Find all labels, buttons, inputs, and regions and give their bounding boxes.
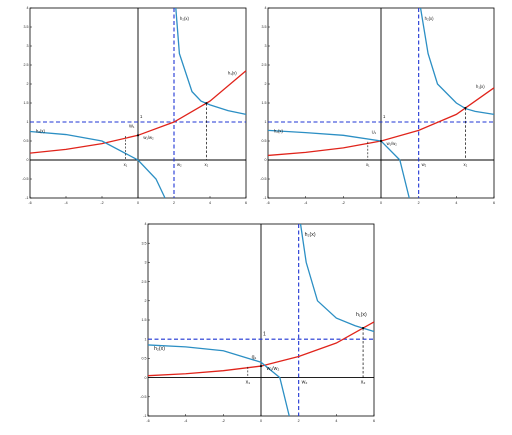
label-h1: h₁(x) [356,312,367,318]
y-tick-label: 1 [27,120,29,124]
x-point-label-2: x₂ [361,380,366,386]
series-h2-right-branch [299,223,375,333]
y-tick-label: 4 [27,6,29,10]
x-tick-label: -4 [64,201,67,205]
y-tick-label: 3 [27,44,29,48]
y-tick-label: 2.5 [262,63,267,67]
y-tick-label: 0.5 [142,357,147,361]
series-h2-right-branch [175,7,247,116]
intersection-point-right [361,326,365,330]
series-h2-left-branch [29,130,166,199]
x-tick-label: 2 [173,201,175,205]
label-one: 1 [140,114,143,119]
x-tick-label: 0 [137,201,139,205]
x-tick-label: -6 [28,201,31,205]
label-mid: U₁ [372,129,377,134]
y-tick-label: 2 [27,82,29,86]
chart-svg-top-left: -6 -4 -2 0 2 4 6 -1 -0.5 0 0.5 1 1.5 2 2.5 3 3.5 4 x₂ h₂(x)… [22,6,247,205]
x-point-label-pole: w₂ [422,162,427,167]
y-tick-label: -1 [263,196,266,200]
y-tick-label: 2 [145,299,147,303]
intersection-point-left [136,134,140,137]
label-h2-upper: h₂(x) [305,232,316,238]
intersection-point-left [259,364,263,368]
intersection-point-right [205,102,208,105]
x-point-label-pole: w₂ [177,162,182,167]
x-tick-label: 4 [455,201,457,205]
x-tick-label: 6 [373,419,375,423]
x-point-label-pole: w₂ [302,380,308,386]
y-tick-label: 2.5 [24,63,29,67]
x-tick-label: 4 [209,201,211,205]
label-h2-left: h₂(x) [154,346,165,352]
x-tick-label: -2 [100,201,103,205]
y-tick-label: 3.5 [142,241,147,245]
label-intersection: w₁/w₂ [267,366,280,372]
x-tick-label: 0 [380,201,382,205]
y-tick-label: 0.5 [262,139,267,143]
y-tick-label: -0.5 [22,177,28,181]
x-point-label-1: x₁ [124,162,128,167]
y-tick-label: 3.5 [24,25,29,29]
x-tick-label: -4 [304,201,307,205]
y-tick-label: 2 [265,82,267,86]
y-tick-label: 0 [145,376,147,380]
x-point-label-1: x₁ [366,162,370,167]
x-tick-label: -6 [146,419,149,423]
y-tick-label: -1 [143,414,146,418]
chart-svg-bottom: -6 -4 -2 0 2 4 6 -1 -0.5 0 0.5 1 1.5 2 2.5 3 3.5 4 x₂ h₂(x)… [140,222,375,423]
y-tick-label: 1.5 [262,101,267,105]
x-point-label-2: x₂ [464,162,468,167]
y-tick-label: 1.5 [24,101,29,105]
x-tick-label: 0 [260,419,262,423]
chart-panel-bottom: -6 -4 -2 0 2 4 6 -1 -0.5 0 0.5 1 1.5 2 2.5 3 3.5 4 x₂ h₂(x)… [136,220,382,435]
label-intersection: w₁/w₂ [143,135,154,140]
x-point-label-2: x₂ [205,162,209,167]
intersection-point-right [464,106,467,110]
y-tick-label: 3 [145,261,147,265]
label-h1: h₁(x) [228,71,237,76]
x-tick-label: 6 [493,201,495,205]
x-tick-label: 2 [418,201,420,205]
label-h2-left: h₂(x) [274,129,283,134]
y-tick-label: 3 [265,44,267,48]
y-tick-label: 0 [27,158,29,162]
series-h2-left-branch [147,344,290,417]
label-h2-upper: h₂(x) [180,16,189,21]
x-tick-label: 4 [335,419,337,423]
label-mid: W₁ [129,124,135,129]
x-tick-label: -2 [222,419,225,423]
x-point-label-1: x₁ [246,380,251,386]
y-tick-label: -1 [25,196,28,200]
intersection-point-left [379,139,383,143]
chart-svg-top-right: -6 -4 -2 0 2 4 6 -1 -0.5 0 0.5 1 1.5 2 2.5 3 3.5 4 x₂ h₂(x)… [260,6,495,205]
y-tick-label: 0 [265,158,267,162]
x-tick-label: 6 [245,201,247,205]
x-tick-label: -6 [266,201,269,205]
y-tick-label: 4 [145,222,147,226]
y-tick-label: 0.5 [24,139,29,143]
label-h2-left: h₂(x) [36,129,45,134]
x-tick-label: -4 [184,419,187,423]
y-tick-label: 1.5 [142,318,147,322]
chart-panel-top-left: -6 -4 -2 0 2 4 6 -1 -0.5 0 0.5 1 1.5 2 2.5 3 3.5 4 x₂ h₂(x)… [18,4,258,214]
series-h2-right-branch [419,7,495,116]
label-intersection: w₁/w₂ [387,141,398,146]
label-h2-upper: h₂(x) [425,16,434,21]
y-tick-label: 1 [145,337,147,341]
y-tick-label: 3.5 [262,25,267,29]
label-one: 1 [383,114,386,119]
y-tick-label: 1 [265,120,267,124]
series-h2-left-branch [267,129,410,199]
y-tick-label: 4 [265,6,267,10]
y-tick-label: -0.5 [260,177,266,181]
label-one: 1 [263,331,266,337]
x-tick-label: -2 [342,201,345,205]
x-tick-label: 2 [298,419,300,423]
y-tick-label: 2.5 [142,280,147,284]
y-tick-label: -0.5 [140,395,146,399]
label-h1: h₁(x) [476,84,485,89]
label-mid: q₁ [252,354,257,360]
chart-panel-top-right: -6 -4 -2 0 2 4 6 -1 -0.5 0 0.5 1 1.5 2 2.5 3 3.5 4 x₂ h₂(x)… [256,4,502,214]
